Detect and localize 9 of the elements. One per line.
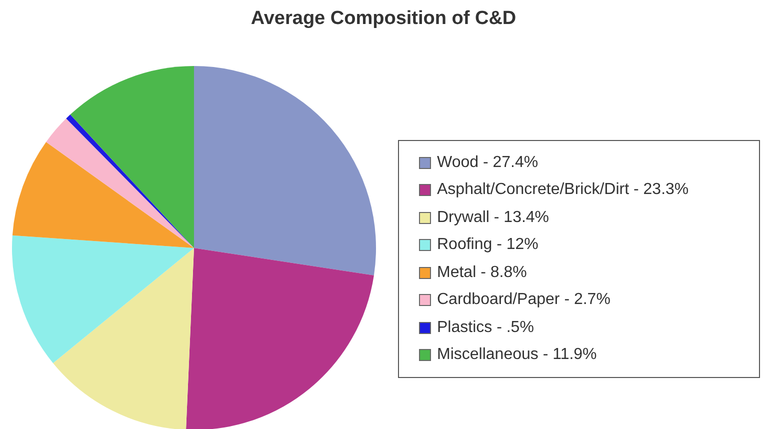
chart-title: Average Composition of C&D	[250, 8, 518, 30]
legend-label: Metal - 8.8%	[437, 264, 527, 282]
legend-label: Asphalt/Concrete/Brick/Dirt - 23.3%	[437, 181, 689, 200]
legend-label: Wood - 27.4%	[437, 154, 538, 172]
legend-label: Roofing - 12%	[437, 236, 538, 254]
legend-label: Cardboard/Paper - 2.7%	[437, 291, 610, 310]
legend-label: Miscellaneous - 11.9%	[437, 346, 597, 364]
legend-label: Drywall - 13.4%	[437, 208, 550, 227]
legend-label: Plastics - .5%	[437, 318, 534, 337]
